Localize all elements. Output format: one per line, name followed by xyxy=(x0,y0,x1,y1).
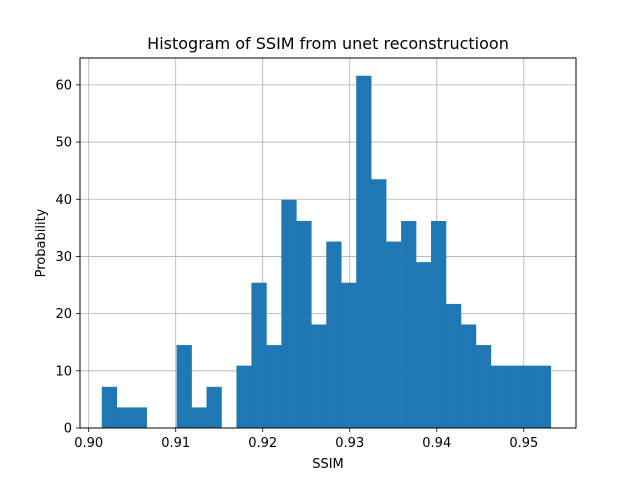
y-axis-ticks: 0 10 20 30 40 50 60 xyxy=(55,78,80,437)
y-tick-label: 20 xyxy=(55,307,72,322)
histogram-bar xyxy=(341,282,357,428)
histogram-bar xyxy=(490,365,507,428)
histogram-bar xyxy=(445,303,462,428)
histogram-bar xyxy=(326,241,342,428)
x-axis-ticks: 0.90 0.91 0.92 0.93 0.94 0.95 xyxy=(74,428,538,451)
histogram-bar xyxy=(356,75,372,429)
histogram-bar xyxy=(475,345,492,428)
x-tick-label: 0.90 xyxy=(74,436,103,451)
y-tick-label: 50 xyxy=(55,136,72,151)
y-tick-label: 30 xyxy=(55,250,72,265)
histogram-bar xyxy=(535,365,552,428)
chart-title: Histogram of SSIM from unet reconstructi… xyxy=(147,34,509,53)
histogram-bar xyxy=(386,241,402,428)
histogram-bar xyxy=(296,220,312,428)
histogram-bar xyxy=(416,262,432,428)
histogram-bar xyxy=(131,407,147,428)
histogram-bar xyxy=(176,345,192,428)
x-tick-label: 0.92 xyxy=(248,436,277,451)
histogram-bar xyxy=(236,365,252,428)
histogram-bar xyxy=(371,179,387,428)
y-tick-label: 10 xyxy=(55,364,72,379)
histogram-bar xyxy=(116,407,132,428)
y-tick-label: 40 xyxy=(55,193,72,208)
histogram-bar xyxy=(251,282,267,428)
x-axis-label: SSIM xyxy=(312,457,344,472)
plot-frame xyxy=(79,57,577,429)
histogram-bars xyxy=(101,75,552,429)
histogram-bar xyxy=(520,365,537,428)
histogram-bar xyxy=(460,324,477,428)
histogram-bar xyxy=(505,365,522,428)
x-tick-label: 0.93 xyxy=(335,436,364,451)
histogram-bar xyxy=(191,407,207,428)
x-tick-label: 0.94 xyxy=(422,436,451,451)
histogram-bar xyxy=(311,324,327,428)
y-tick-label: 60 xyxy=(55,78,72,93)
histogram-bar xyxy=(266,345,282,428)
x-tick-label: 0.95 xyxy=(509,436,538,451)
histogram-bar xyxy=(206,386,222,428)
histogram-bar xyxy=(101,386,118,428)
histogram-bar xyxy=(281,199,297,428)
y-tick-label: 0 xyxy=(64,422,72,437)
y-axis-label: Probability xyxy=(34,208,49,277)
x-tick-label: 0.91 xyxy=(161,436,190,451)
histogram-bar xyxy=(431,220,447,428)
histogram-bar xyxy=(401,220,417,428)
